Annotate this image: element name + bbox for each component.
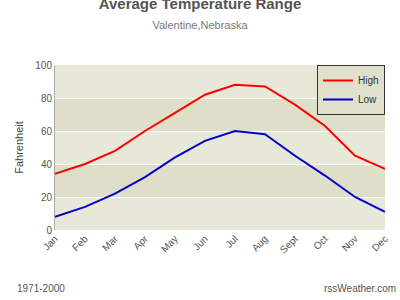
svg-text:Jan: Jan [41,233,60,252]
svg-text:Jul: Jul [223,233,240,250]
svg-text:100: 100 [35,60,52,71]
svg-text:Apr: Apr [131,233,150,252]
svg-text:May: May [159,233,180,254]
svg-text:Jun: Jun [191,233,210,252]
svg-text:Low: Low [358,94,377,105]
svg-text:1971-2000: 1971-2000 [17,283,65,294]
svg-text:Fahrenheit: Fahrenheit [13,121,25,174]
svg-text:Sept: Sept [278,233,300,255]
svg-text:40: 40 [41,159,53,170]
svg-text:Nov: Nov [340,233,360,253]
svg-text:Oct: Oct [311,233,330,252]
svg-text:80: 80 [41,93,53,104]
svg-text:0: 0 [46,225,52,236]
svg-text:Aug: Aug [250,233,270,253]
svg-text:rssWeather.com: rssWeather.com [324,283,396,294]
svg-text:High: High [358,75,379,86]
svg-text:20: 20 [41,192,53,203]
svg-text:Average Temperature RangeValen: Average Temperature RangeValentine,Nebra… [99,0,302,31]
svg-text:Mar: Mar [100,233,120,253]
svg-text:Feb: Feb [70,233,90,253]
svg-text:Dec: Dec [370,233,390,253]
svg-text:60: 60 [41,126,53,137]
